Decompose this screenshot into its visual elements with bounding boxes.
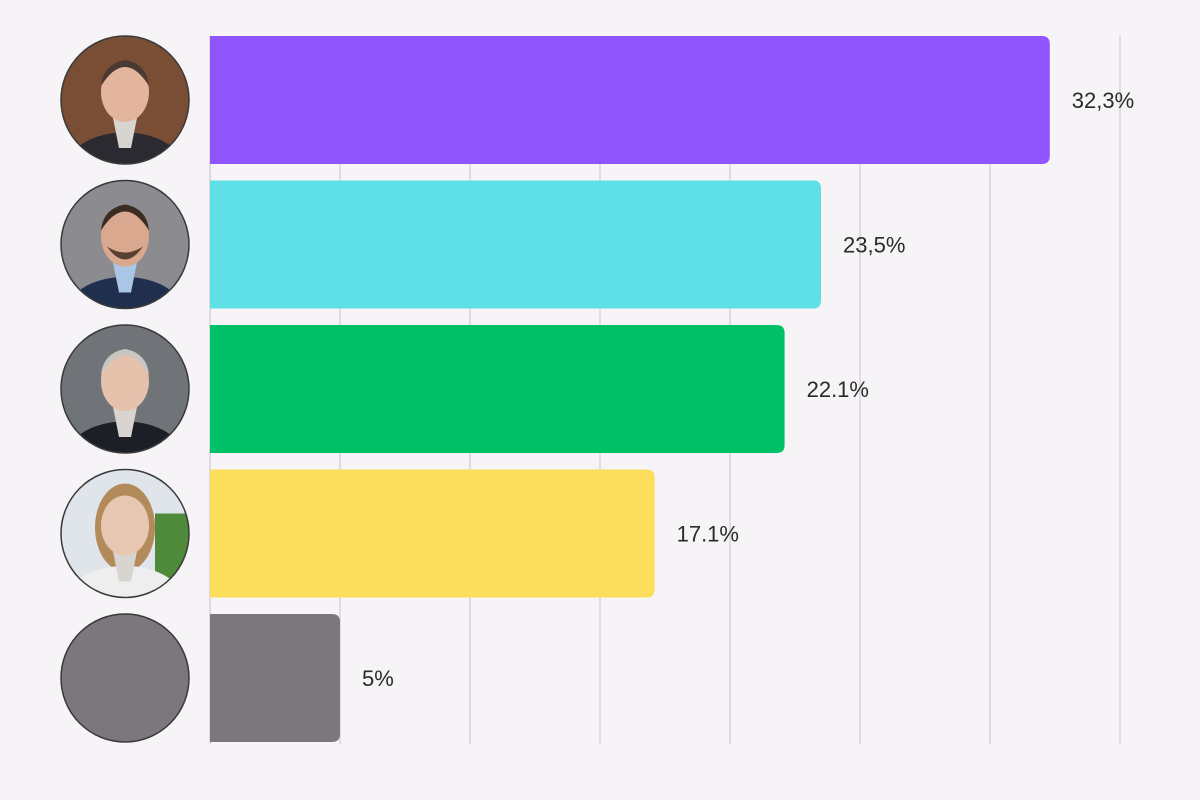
avatar <box>60 324 190 454</box>
bar <box>210 325 785 453</box>
bar-value-label: 5% <box>362 666 394 691</box>
bar <box>210 614 340 742</box>
bar-value-label: 17.1% <box>677 522 739 547</box>
bar-value-label: 23,5% <box>843 233 905 258</box>
bar-value-label: 22.1% <box>807 377 869 402</box>
avatars-group <box>60 35 190 743</box>
bar-value-label: 32,3% <box>1072 88 1134 113</box>
bars-group <box>210 36 1050 742</box>
bar <box>210 180 821 309</box>
bar <box>210 36 1050 164</box>
value-labels-group: 32,3% 23,5% 22.1% 17.1% 5% <box>362 88 1134 691</box>
avatar <box>60 468 190 599</box>
avatar <box>60 179 190 310</box>
placeholder-avatar <box>60 613 190 743</box>
bar <box>210 469 655 598</box>
avatar <box>60 35 190 165</box>
